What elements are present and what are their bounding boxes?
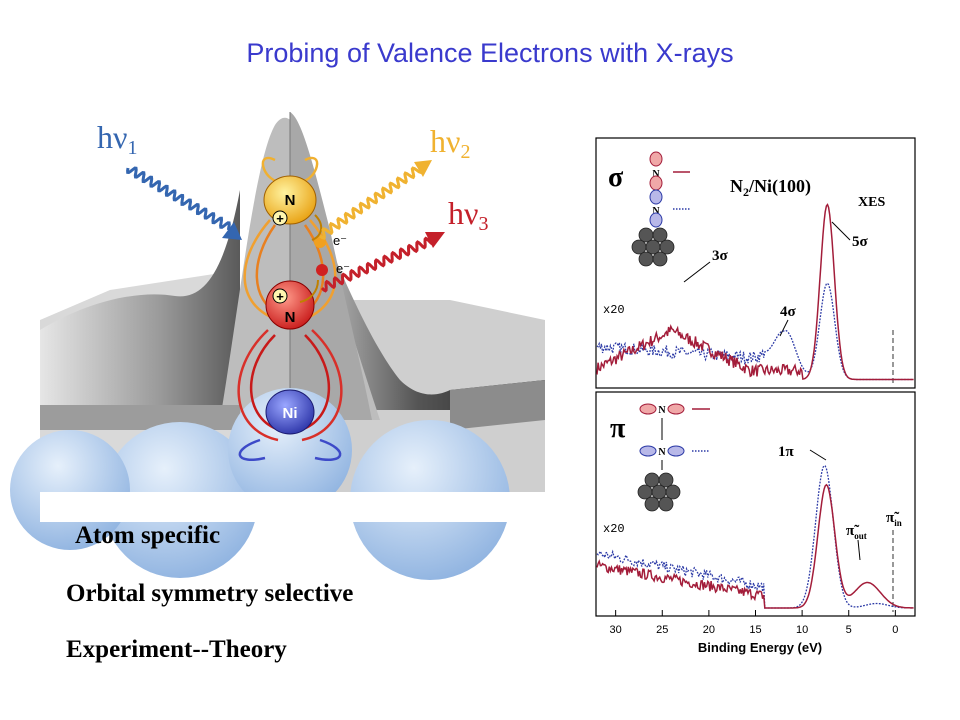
photon-arrowhead-2 bbox=[414, 160, 432, 177]
plus-marker: + bbox=[276, 289, 284, 304]
svg-text:N: N bbox=[652, 206, 660, 217]
spectra-title: N2/Ni(100) bbox=[730, 176, 811, 199]
photon-arrowhead-3 bbox=[425, 232, 445, 248]
x-axis-label: Binding Energy (eV) bbox=[698, 640, 822, 655]
x-tick-label: 0 bbox=[892, 624, 898, 636]
x-tick-label: 15 bbox=[749, 624, 761, 636]
photon-label-2: hν2 bbox=[430, 123, 470, 163]
potential-illustration: N N Ni + + e⁻ e⁻ hν1 hν2 hν3 bbox=[10, 112, 545, 580]
photon-label-3: hν3 bbox=[448, 195, 488, 235]
surface-left bbox=[40, 190, 240, 410]
peak-label-pi-in: π̃in bbox=[886, 510, 902, 528]
ni-atom bbox=[265, 389, 315, 435]
photon-arrow-1 bbox=[126, 166, 231, 231]
slide-title: Probing of Valence Electrons with X-rays bbox=[246, 38, 734, 68]
peak-label-3sigma: 3σ bbox=[712, 248, 729, 264]
sigma-molecule-icon: N N bbox=[631, 151, 690, 267]
x-tick-label: 5 bbox=[846, 624, 852, 636]
sigma-symbol: σ bbox=[608, 162, 624, 193]
svg-text:N: N bbox=[658, 405, 666, 416]
pi-molecule-icon: N N bbox=[637, 403, 710, 512]
pi-scale-label: x20 bbox=[603, 522, 625, 536]
bullet-orbital-symmetry: Orbital symmetry selective bbox=[66, 580, 354, 607]
technique-label: XES bbox=[858, 195, 885, 210]
photon-arrow-3 bbox=[320, 236, 435, 293]
photon-arrow-2 bbox=[319, 166, 423, 240]
peak-label-4sigma: 4σ bbox=[780, 304, 797, 320]
x-tick-label: 10 bbox=[796, 624, 808, 636]
bullet-experiment-theory: Experiment--Theory bbox=[66, 636, 287, 663]
electron-label: e⁻ bbox=[333, 233, 347, 248]
atom-label-top: N bbox=[285, 192, 296, 209]
pi-spectrum-dotted bbox=[596, 464, 914, 609]
slab-front-left bbox=[40, 405, 240, 430]
atom-label-ni: Ni bbox=[283, 405, 298, 422]
substrate-sphere bbox=[228, 388, 352, 512]
sigma-spectrum-dotted bbox=[596, 282, 914, 381]
peak-label-1pi: 1π bbox=[778, 444, 795, 460]
sigma-spectrum-solid bbox=[596, 203, 914, 381]
xes-spectra-figure: N2/Ni(100) XES σ x20 3σ 4σ 5σ N N bbox=[595, 137, 916, 655]
pi-symbol: π bbox=[610, 413, 626, 444]
sigma-scale-label: x20 bbox=[603, 303, 625, 317]
pi-spectrum-solid bbox=[596, 483, 914, 609]
slab-front-right bbox=[450, 380, 545, 430]
svg-text:N: N bbox=[658, 447, 666, 458]
photon-label-1: hν1 bbox=[97, 119, 137, 159]
peak-label-5sigma: 5σ bbox=[852, 234, 869, 250]
x-tick-label: 30 bbox=[610, 624, 622, 636]
photon-arrowhead-1 bbox=[222, 222, 242, 240]
peak-label-pi-out: π̃out bbox=[846, 523, 867, 541]
panel-sigma-frame bbox=[595, 137, 916, 389]
x-axis: 30 25 20 15 10 5 0 bbox=[610, 610, 898, 636]
electron-label: e⁻ bbox=[336, 261, 350, 276]
svg-text:N: N bbox=[652, 169, 660, 180]
x-tick-label: 20 bbox=[703, 624, 715, 636]
x-tick-label: 25 bbox=[656, 624, 668, 636]
plus-marker: + bbox=[276, 211, 284, 226]
bullet-atom-specific: Atom specific bbox=[75, 522, 221, 549]
atom-label-middle: N bbox=[285, 309, 296, 326]
